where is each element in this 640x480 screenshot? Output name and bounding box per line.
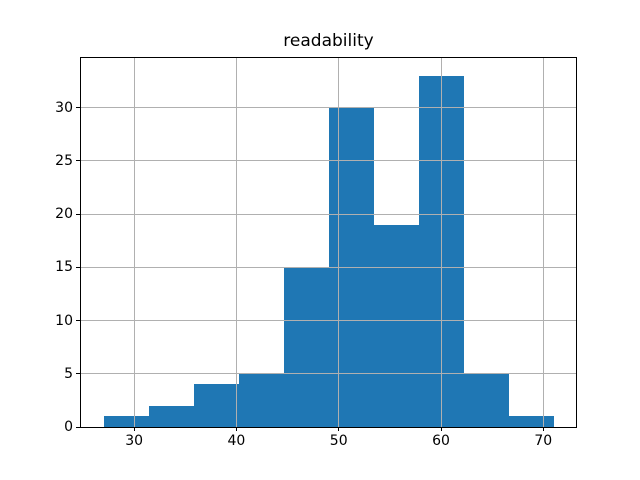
x-tick-label: 30: [125, 433, 144, 449]
y-tick-label: 20: [55, 206, 73, 222]
y-tick-label: 5: [64, 365, 73, 382]
y-tick-label: 25: [55, 152, 73, 169]
x-tick-mark: [235, 427, 237, 431]
gridline-vertical: [235, 58, 237, 427]
x-tick-label: 70: [534, 433, 553, 449]
histogram-bar: [148, 405, 194, 427]
x-tick-mark: [133, 427, 135, 431]
gridline-horizontal: [81, 213, 576, 215]
gridline-vertical: [440, 58, 442, 427]
y-tick-mark: [76, 213, 80, 215]
gridline-horizontal: [81, 107, 576, 109]
x-tick-label: 60: [432, 433, 450, 449]
y-tick-label: 15: [55, 259, 73, 276]
y-tick-mark: [76, 160, 80, 162]
y-tick-mark: [76, 373, 80, 375]
histogram-bar: [238, 373, 284, 427]
y-tick-mark: [76, 266, 80, 268]
x-tick-label: 40: [227, 433, 246, 449]
gridline-vertical: [338, 58, 340, 427]
chart-title: readability: [283, 31, 374, 51]
plot-area: 30 40 50 60 70 0 5 10 15 20 25 30: [55, 57, 577, 449]
gridline-vertical: [542, 58, 544, 427]
y-tick-label: 0: [64, 419, 73, 435]
histogram-bar: [193, 384, 239, 427]
gridline-horizontal: [81, 160, 576, 162]
y-tick-label: 10: [55, 312, 73, 329]
y-tick-mark: [76, 320, 80, 321]
histogram-bar: [373, 224, 419, 427]
gridline-horizontal: [81, 373, 576, 375]
gridline-vertical: [133, 58, 135, 427]
gridline-horizontal: [81, 320, 576, 321]
grid-layer: [81, 58, 576, 427]
x-tick-mark: [338, 427, 340, 431]
histogram-bar: [283, 267, 329, 427]
x-tick-label: 50: [329, 433, 348, 449]
y-tick-mark: [76, 426, 80, 428]
histogram-bar: [508, 416, 554, 427]
x-tick-mark: [542, 427, 544, 431]
histogram-bar: [103, 416, 149, 427]
y-tick-mark: [76, 107, 80, 109]
histogram-bar: [463, 373, 509, 427]
y-tick-label: 30: [55, 99, 73, 116]
gridline-horizontal: [81, 266, 576, 268]
x-tick-mark: [440, 427, 442, 431]
